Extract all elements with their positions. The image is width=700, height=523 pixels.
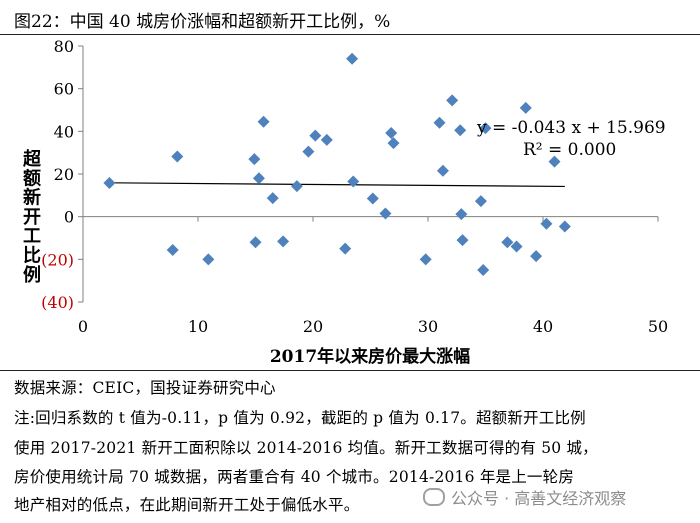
data-point xyxy=(266,192,279,205)
trendline-equation: y = -0.043 x + 15.969 xyxy=(476,118,666,138)
chart-axes xyxy=(82,46,658,302)
data-point xyxy=(510,240,523,253)
data-point xyxy=(252,172,265,185)
note-line-3: 房价使用统计局 70 城数据，两者重合有 40 个城市。2014-2016 年是… xyxy=(14,468,575,486)
trendline xyxy=(109,182,565,188)
data-point xyxy=(339,242,352,255)
watermark-text: 公众号 · 高善文经济观察 xyxy=(451,489,627,508)
data-point xyxy=(103,176,116,189)
data-point xyxy=(446,94,459,107)
data-point xyxy=(320,133,333,146)
x-tick-label: 20 xyxy=(303,317,323,336)
data-point xyxy=(455,208,468,221)
data-point xyxy=(419,253,432,266)
data-point xyxy=(548,155,561,168)
figure-title: 图22：中国 40 城房价涨幅和超额新开工比例，% xyxy=(14,12,391,32)
data-point xyxy=(436,164,449,177)
x-tick-label: 30 xyxy=(418,317,438,336)
data-point xyxy=(456,234,469,247)
y-tick-label: 80 xyxy=(54,37,74,56)
y-tick-label: 20 xyxy=(54,165,74,184)
watermark: 公众号 · 高善文经济观察 xyxy=(423,485,626,509)
y-tick-label: (40) xyxy=(41,293,74,312)
data-point xyxy=(519,101,532,114)
data-point xyxy=(166,243,179,256)
x-tick-label: 10 xyxy=(188,317,208,336)
data-point xyxy=(346,52,359,65)
data-point xyxy=(477,264,490,276)
data-point xyxy=(530,250,543,263)
data-point xyxy=(248,153,261,166)
y-tick-label: 40 xyxy=(54,122,74,141)
data-point xyxy=(387,137,400,150)
data-point xyxy=(540,217,553,230)
y-tick-label: 0 xyxy=(64,208,74,227)
x-axis-label: 2017年以来房价最大涨幅 xyxy=(270,346,470,367)
y-axis-label: 超额新开工比例 xyxy=(23,148,42,286)
chart-points xyxy=(103,52,571,276)
x-tick-label: 0 xyxy=(78,317,88,336)
data-point xyxy=(433,116,446,129)
x-tick-label: 40 xyxy=(533,317,553,336)
data-point xyxy=(385,127,398,140)
data-point xyxy=(366,192,379,205)
data-point xyxy=(379,207,392,220)
source-note: 数据来源：CEIC，国投证券研究中心 xyxy=(14,379,276,397)
data-point xyxy=(171,150,184,163)
data-point xyxy=(501,236,514,249)
note-line-1: 注:回归系数的 t 值为-0.11，p 值为 0.92，截距的 p 值为 0.1… xyxy=(14,409,586,427)
data-point xyxy=(302,145,315,158)
wechat-icon xyxy=(423,488,445,506)
data-point xyxy=(309,129,322,142)
data-point xyxy=(202,253,215,266)
data-point xyxy=(290,180,303,193)
note-line-4: 地产相对的低点，在此期间新开工处于偏低水平。 xyxy=(14,496,360,514)
data-point xyxy=(454,124,467,137)
data-point xyxy=(257,115,270,128)
note-line-2: 使用 2017-2021 新开工面积除以 2014-2016 均值。新开工数据可… xyxy=(14,439,598,457)
y-tick-label: (20) xyxy=(41,250,74,269)
chart-trendline xyxy=(109,182,565,188)
top-rule xyxy=(0,34,700,35)
data-point xyxy=(558,220,571,233)
y-tick-label: 60 xyxy=(54,80,74,99)
data-point xyxy=(474,195,487,208)
data-point xyxy=(277,235,290,248)
r-squared-label: R² = 0.000 xyxy=(523,140,616,160)
bottom-rule xyxy=(0,370,700,371)
x-tick-label: 50 xyxy=(648,317,668,336)
data-point xyxy=(249,236,262,249)
data-point xyxy=(479,122,492,135)
data-point xyxy=(347,175,360,188)
